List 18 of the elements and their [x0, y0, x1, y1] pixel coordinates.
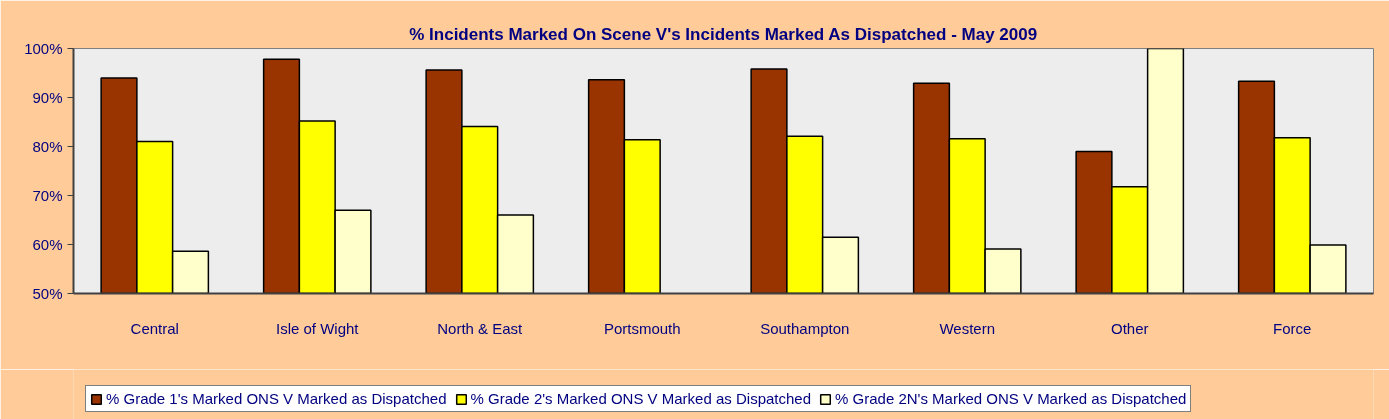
x-tick-label: Force: [1273, 319, 1312, 337]
y-tick-label: 60%: [32, 236, 63, 253]
x-tick-label: Southampton: [760, 319, 850, 337]
x-tick-label: Isle of Wight: [275, 319, 360, 337]
chart-title: % Incidents Marked On Scene V's Incidents Marked As Dispatched - May 2009: [409, 24, 1038, 44]
y-tick-label: 50%: [32, 285, 63, 302]
x-tick-label: Portsmouth: [603, 319, 681, 337]
y-tick-label: 70%: [32, 187, 63, 204]
x-tick-label: Other: [1110, 319, 1149, 337]
y-tick-label: 100%: [24, 40, 63, 57]
x-tick-label: Western: [939, 319, 996, 337]
x-tick-label: North & East: [437, 319, 524, 337]
legend-label: % Grade 2N's Marked ONS V Marked as Dispatched: [835, 390, 1187, 407]
x-tick-label: Central: [130, 319, 179, 337]
legend-label: % Grade 2's Marked ONS V Marked as Dispatched: [470, 390, 812, 407]
y-tick-label: 80%: [32, 138, 63, 155]
legend-label: % Grade 1's Marked ONS V Marked as Dispatched: [106, 390, 447, 407]
y-tick-label: 90%: [32, 89, 63, 106]
